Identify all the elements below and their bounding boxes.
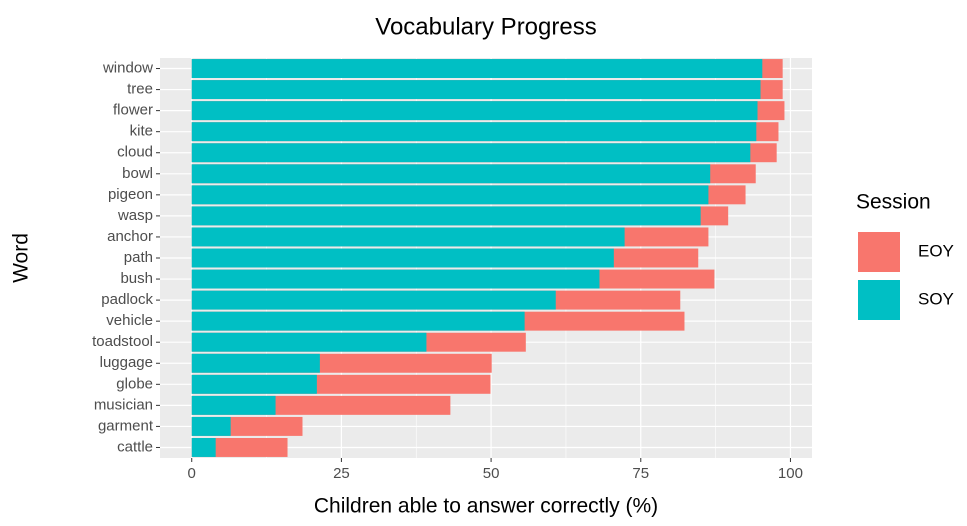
y-tick-label: padlock — [101, 291, 153, 308]
y-tick-label: bush — [120, 270, 153, 287]
y-tick-label: window — [102, 59, 153, 76]
y-tick-label: anchor — [107, 228, 153, 245]
y-tick-label: bowl — [122, 165, 153, 182]
x-axis-title: Children able to answer correctly (%) — [314, 495, 658, 518]
x-tick-label: 25 — [333, 465, 350, 482]
bar — [191, 227, 625, 247]
y-axis-title: Word — [10, 233, 33, 283]
legend-key — [858, 280, 900, 320]
bar — [191, 353, 320, 373]
x-tick-label: 50 — [483, 465, 500, 482]
y-tick-label: luggage — [100, 354, 153, 371]
bar — [191, 248, 614, 268]
legend-label: SOY — [918, 289, 954, 308]
bar — [191, 59, 763, 78]
y-tick-label: flower — [113, 102, 153, 119]
bar — [191, 374, 317, 394]
bar — [191, 311, 525, 331]
bar — [191, 206, 701, 226]
bar — [191, 269, 600, 289]
y-tick-label: garment — [98, 417, 154, 434]
y-tick-label: path — [124, 249, 153, 266]
bar — [191, 80, 761, 100]
y-tick-label: pigeon — [108, 186, 153, 203]
y-tick-label: globe — [116, 375, 153, 392]
bar — [191, 164, 711, 184]
x-tick-label: 0 — [188, 465, 196, 482]
bar — [191, 101, 758, 121]
chart-title: Vocabulary Progress — [375, 13, 596, 40]
bar — [191, 185, 709, 205]
bar — [191, 438, 216, 457]
legend-key — [858, 232, 900, 272]
bar — [191, 143, 751, 163]
bar — [191, 332, 427, 352]
bar — [191, 290, 556, 310]
y-tick-label: kite — [130, 123, 153, 140]
y-tick-label: toadstool — [92, 333, 153, 350]
legend-title: Session — [856, 191, 931, 214]
bar — [191, 416, 231, 436]
y-tick-label: vehicle — [106, 312, 153, 329]
legend-label: EOY — [918, 241, 954, 260]
x-tick-label: 75 — [632, 465, 649, 482]
y-tick-label: wasp — [117, 207, 153, 224]
y-tick-label: cloud — [117, 144, 153, 161]
bar — [191, 395, 276, 415]
y-tick-label: musician — [94, 396, 153, 413]
x-tick-label: 100 — [778, 465, 803, 482]
bar — [191, 122, 757, 142]
y-tick-label: tree — [127, 81, 153, 98]
y-tick-label: cattle — [117, 438, 153, 455]
